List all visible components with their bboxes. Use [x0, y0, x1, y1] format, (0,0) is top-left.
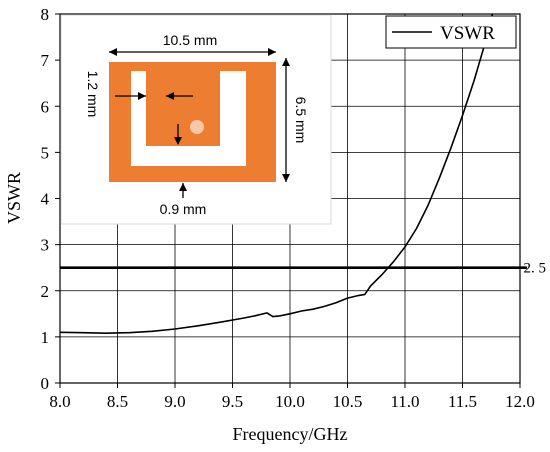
x-tick-label: 11.0 [390, 392, 419, 411]
y-tick-label: 6 [41, 97, 50, 116]
y-tick-label: 4 [41, 190, 50, 209]
height-label: 6.5 mm [293, 97, 309, 144]
reference-label-layer: 2. 5 [524, 261, 547, 277]
y-tick-label: 2 [41, 282, 50, 301]
feed-point [190, 120, 204, 134]
height-arrow-bottom [282, 174, 290, 182]
x-tick-label: 9.0 [164, 392, 185, 411]
bottom-gap-arrow-head [179, 183, 187, 191]
y-tick-label: 8 [41, 5, 50, 24]
axis-ticks: 8.0 8.5 9.0 9.5 10.0 10.5 11.0 11.5 12.0 0 1 2 3 4 5 6 7… [41, 5, 535, 411]
y-tick-label: 0 [41, 374, 50, 393]
x-tick-label: 11.5 [448, 392, 477, 411]
x-tick-label: 8.0 [49, 392, 70, 411]
gap-arrow-head [174, 137, 182, 145]
y-tick-label: 7 [41, 51, 50, 70]
x-tick-label: 8.5 [107, 392, 128, 411]
legend: VSWR [385, 15, 517, 49]
legend-label: VSWR [440, 23, 495, 44]
y-tick-label: 1 [41, 328, 50, 347]
width-arrow-left [109, 48, 117, 56]
slot-arrow-right-head [166, 92, 174, 100]
y-tick-label: 3 [41, 236, 50, 255]
antenna-inset: 10.5 mm 6.5 mm 1.2 mm 0.9 mm [60, 14, 332, 225]
y-axis-title: VSWR [4, 172, 24, 224]
x-tick-label: 10.5 [333, 392, 363, 411]
width-label: 10.5 mm [163, 32, 217, 48]
series-group [59, 13, 494, 334]
x-tick-label: 12.0 [505, 392, 535, 411]
vswr-series-line [59, 13, 494, 334]
slot-width-label: 1.2 mm [85, 71, 101, 118]
x-tick-label: 9.5 [222, 392, 243, 411]
width-arrow-right [268, 48, 276, 56]
height-arrow-top [282, 58, 290, 66]
y-tick-label: 5 [41, 143, 50, 162]
x-tick-label: 10.0 [275, 392, 305, 411]
slot-arrow-left-head [138, 92, 146, 100]
gap-label: 0.9 mm [160, 201, 207, 217]
reference-line-label: 2. 5 [524, 261, 547, 277]
x-axis-title: Frequency/GHz [233, 424, 348, 444]
